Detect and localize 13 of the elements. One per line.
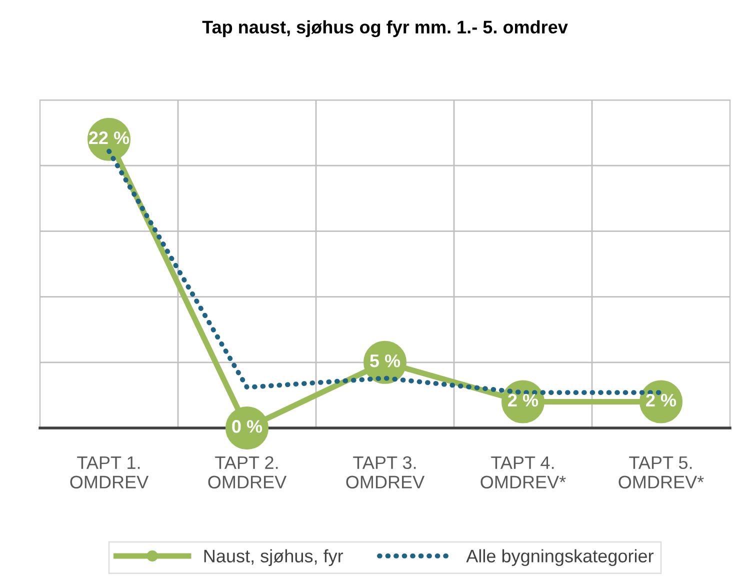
data-label: 2 % (646, 394, 676, 407)
data-label: 22 % (89, 131, 130, 144)
legend-label: Naust, sjøhus, fyr (204, 549, 344, 566)
data-label: 0 % (232, 420, 262, 433)
legend-label: Alle bygningskategorier (466, 549, 654, 566)
x-tick-label: TAPT 3. OMDREV (346, 456, 425, 488)
x-tick-label: TAPT 5. OMDREV* (618, 456, 704, 488)
chart-title: Tap naust, sjøhus og fyr mm. 1.- 5. omdrev (202, 20, 568, 38)
data-label: 2 % (508, 394, 538, 407)
x-tick-label: TAPT 4. OMDREV* (480, 456, 566, 488)
x-tick-label: TAPT 2. OMDREV (208, 456, 287, 488)
x-tick-label: TAPT 1. OMDREV (70, 456, 149, 488)
data-label: 5 % (370, 354, 400, 368)
